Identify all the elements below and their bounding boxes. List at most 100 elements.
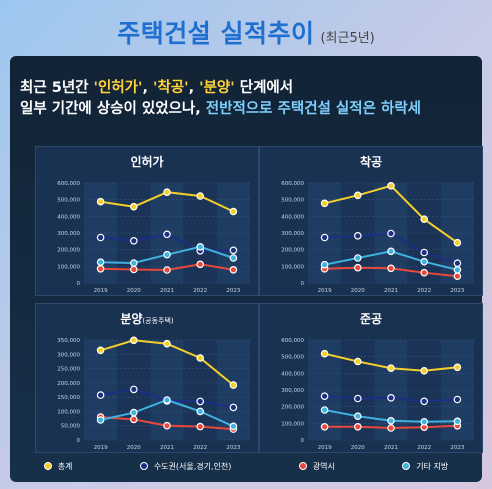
y-tick-label: 200,000 [57,381,80,387]
data-point-total [96,197,105,206]
lead-line-1: 최근 5년간 '인허가', '착공', '분양' 단계에서 [20,78,480,99]
chart-completions: 준공 0 100,000 200,000 300,000 400,000 500,000 6… [259,303,483,453]
data-point-other [320,260,329,269]
chart-plot: 0 100,000 200,000 300,000 400,000 500,000 600,… [281,181,474,294]
chart-title: 분양(공동주택) [120,312,174,326]
lead-text-part: 단계에서 [234,80,294,96]
data-point-total [420,215,429,224]
data-point-total [453,238,462,247]
data-point-other [453,417,462,426]
data-point-other [387,417,395,425]
chart-plot: 0 100,000 200,000 300,000 400,000 500,000 600,… [57,181,250,294]
y-tick-label: 500,000 [281,355,304,361]
data-point-metro-city [354,263,362,272]
data-point-metro-city [354,423,362,431]
y-tick-label: 0 [301,438,305,444]
data-point-other [420,257,429,266]
x-tick-label: 2023 [226,288,240,294]
data-point-other [354,412,362,421]
x-tick-label: 2020 [127,445,141,451]
data-point-other [196,407,205,416]
chart-plot: 0 50,000 100,000 150,000 200,000 250,000 300,0… [57,336,250,451]
data-point-total [163,339,171,348]
data-point-metro-city [387,264,395,273]
y-tick-label: 100,000 [281,264,304,270]
data-point-metro [96,233,105,242]
legend-label: 기타 지방 [416,461,449,471]
legend-swatch [402,462,411,470]
data-point-metro [453,259,462,268]
x-tick-label: 2021 [160,288,174,294]
y-tick-label: 0 [77,281,81,287]
data-point-metro [420,397,429,406]
data-point-other [96,416,105,424]
data-point-metro-city [196,422,205,431]
lead-conclusion: 전반적으로 주택건설 실적은 하락세 [205,101,422,117]
data-point-metro [354,394,362,403]
data-point-metro [320,233,329,242]
x-tick-label: 2022 [193,445,207,451]
data-point-total [320,199,329,208]
y-tick-label: 400,000 [281,214,304,220]
x-tick-label: 2019 [318,288,332,294]
data-point-metro [229,246,238,255]
data-point-other [130,259,138,267]
data-point-other [420,418,429,426]
y-tick-label: 500,000 [281,198,304,204]
data-point-metro [453,395,462,404]
x-tick-label: 2019 [94,445,108,451]
y-tick-label: 600,000 [281,181,304,187]
x-tick-label: 2020 [127,288,141,294]
data-point-other [130,408,138,417]
x-tick-label: 2023 [450,445,464,451]
y-tick-label: 300,000 [281,388,304,394]
data-point-metro [130,237,138,245]
data-point-other [354,254,362,262]
page-title: 주택건설 실적추이 [117,19,315,48]
y-tick-label: 600,000 [57,181,80,187]
chart-title: 착공 [359,155,383,169]
lead-highlight: '분양' [199,80,235,96]
legend-swatch [139,462,148,470]
legend-item-metro: 수도권(서울,경기,인천) [139,461,231,472]
y-tick-label: 150,000 [57,395,80,401]
lead-highlight: '착공' [153,80,189,96]
lead-text-part: 일부 기간에 상승이 있었으나, [20,101,206,117]
data-point-total [196,192,205,200]
data-point-metro-city [130,415,138,424]
x-tick-label: 2021 [160,445,174,451]
data-point-total [453,363,462,372]
legend-label: 광역시 [312,461,335,471]
x-tick-label: 2019 [318,445,332,451]
data-point-total [354,191,362,200]
legend: 총계 수도권(서울,경기,인천) 광역시 기타 지방 [10,458,482,474]
y-tick-label: 300,000 [57,352,80,358]
data-point-total [196,354,205,362]
legend-item-metro-city: 광역시 [298,461,335,472]
data-point-metro-city [420,268,429,277]
y-tick-label: 300,000 [281,231,304,237]
chart-title: 준공 [359,312,383,326]
data-point-metro [420,248,429,257]
data-point-other [320,406,329,414]
data-point-metro-city [320,423,329,431]
data-point-total [229,207,238,216]
data-point-total [387,181,395,190]
legend-label: 총계 [57,461,73,471]
y-tick-label: 350,000 [57,338,80,344]
x-tick-label: 2022 [417,445,431,451]
page-subtitle: (최근5년) [320,31,375,46]
data-point-total [229,381,238,389]
data-point-other [229,422,238,431]
data-point-metro-city [387,424,395,432]
chart-plot: 0 100,000 200,000 300,000 400,000 500,000 600,… [281,338,474,451]
data-point-total [163,188,171,197]
data-point-metro [354,232,362,240]
data-point-other [163,396,171,404]
data-point-metro [96,391,105,399]
y-tick-label: 200,000 [281,248,304,254]
legend-swatch [298,462,307,470]
x-tick-label: 2022 [193,288,207,294]
legend-item-total: 총계 [43,461,73,472]
lead-separator: , [188,80,200,96]
